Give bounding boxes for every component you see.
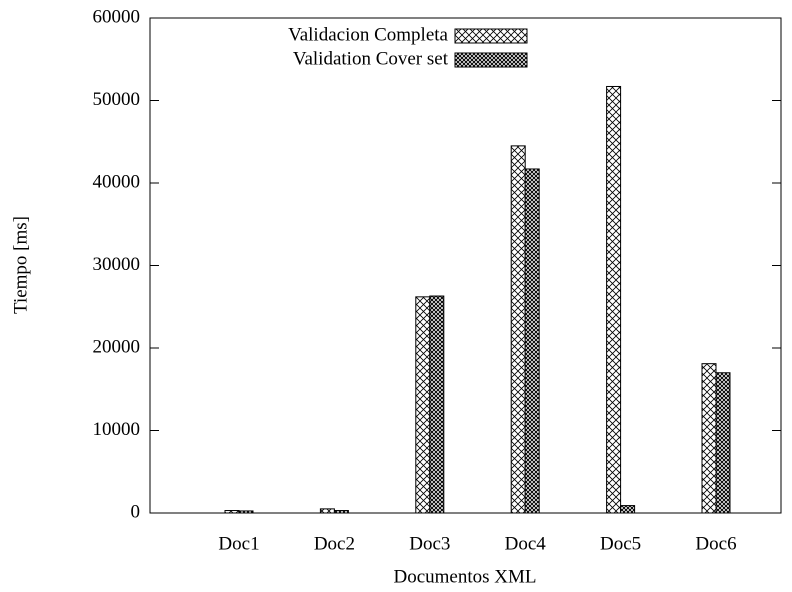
x-tick-label: Doc5 [600,533,641,554]
bar [606,85,622,514]
x-axis-label: Documentos XML [393,566,536,587]
bar [715,372,731,514]
bar [429,295,445,514]
y-tick-label: 0 [131,501,141,522]
x-tick-label: Doc1 [218,533,259,554]
y-tick-label: 20000 [93,336,141,357]
bar [524,168,540,514]
legend-swatch [454,28,528,44]
bar [238,510,254,514]
y-tick-label: 50000 [93,89,141,110]
y-tick-label: 30000 [93,254,141,275]
bar [333,510,349,514]
y-tick-label: 40000 [93,171,141,192]
bar [701,363,717,514]
bar [319,508,335,514]
x-tick-label: Doc4 [505,533,547,554]
bar [510,145,526,514]
bar [620,505,636,514]
y-tick-label: 10000 [93,419,141,440]
bar [415,296,431,514]
bar [224,510,240,514]
legend-swatch [454,52,528,68]
legend-label: Validation Cover set [293,48,449,69]
x-tick-label: Doc6 [695,533,736,554]
y-axis-label: Tiempo [ms] [10,216,31,314]
y-tick-label: 60000 [93,6,141,27]
legend-label: Validacion Completa [288,24,448,45]
x-tick-label: Doc3 [409,533,450,554]
plot-frame [149,17,782,514]
x-tick-label: Doc2 [314,533,355,554]
